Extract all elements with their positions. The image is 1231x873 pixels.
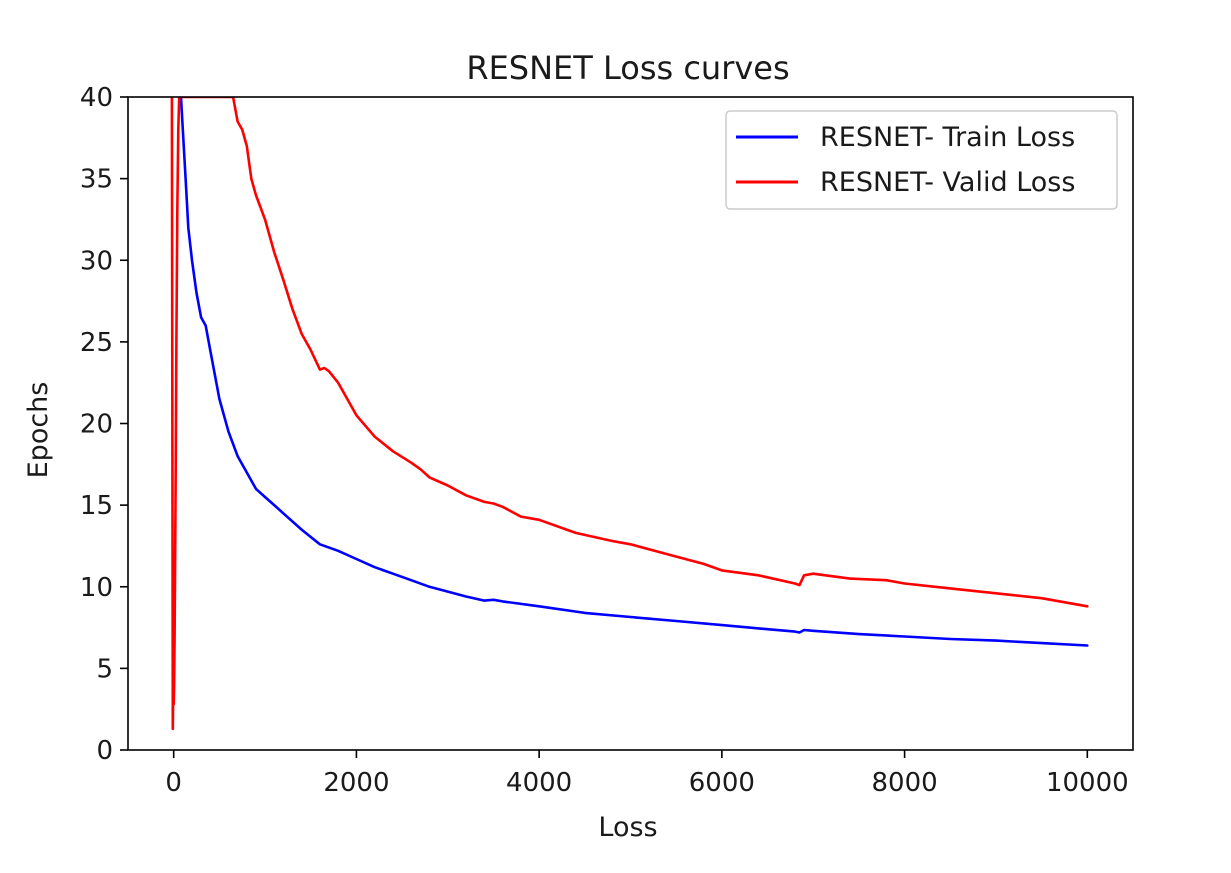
x-tick-label: 6000 [689,768,755,798]
y-tick-label: 0 [96,736,113,766]
series-layer [170,97,1089,731]
x-tick-label: 0 [165,768,182,798]
y-tick-label: 40 [80,83,113,113]
legend: RESNET- Train Loss RESNET- Valid Loss [725,110,1118,210]
series-line-train-loss [177,97,1089,647]
chart-title: RESNET Loss curves [466,49,789,87]
y-axis-title: Epochs [23,382,54,479]
y-tick-label: 15 [80,491,113,521]
x-axis: 0 2000 4000 6000 8000 10000 [165,750,1129,798]
x-tick-label: 2000 [323,768,389,798]
y-tick-label: 5 [96,654,113,684]
y-tick-label: 10 [80,573,113,603]
legend-box [725,110,1118,210]
legend-label-train: RESNET- Train Loss [820,122,1075,153]
y-tick-label: 35 [80,165,113,195]
x-tick-label: 8000 [872,768,938,798]
y-tick-label: 20 [80,410,113,440]
x-tick-label: 4000 [506,768,572,798]
x-tick-label: 10000 [1046,768,1129,798]
y-axis: 0 5 10 15 20 25 30 35 40 [80,83,128,766]
x-axis-title: Loss [598,812,657,843]
legend-label-valid: RESNET- Valid Loss [820,167,1075,198]
y-tick-label: 25 [80,328,113,358]
y-tick-label: 30 [80,246,113,276]
series-line-valid-loss [170,97,1089,731]
